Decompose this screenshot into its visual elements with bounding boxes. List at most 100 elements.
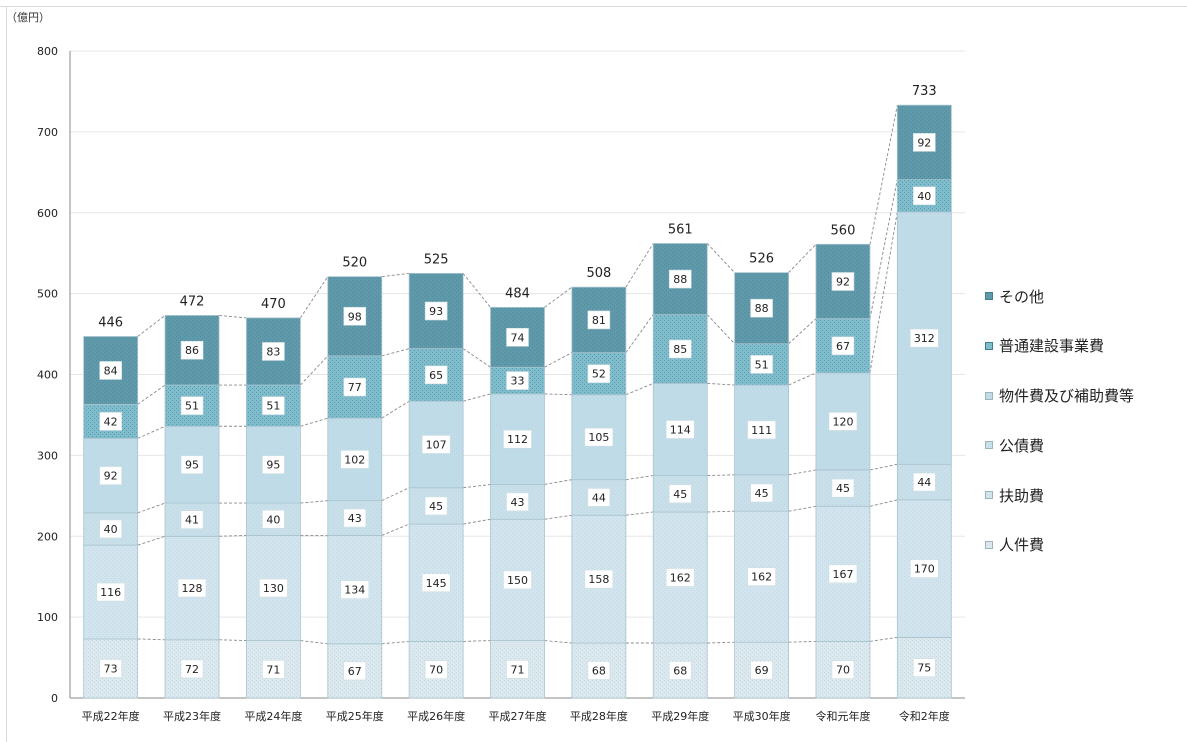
series-connector bbox=[788, 318, 817, 345]
data-label-box bbox=[343, 306, 367, 326]
data-label-box bbox=[343, 377, 367, 397]
data-label-box bbox=[262, 659, 285, 679]
total-label: 508 bbox=[586, 266, 611, 281]
data-label: 40 bbox=[266, 513, 280, 526]
series-connector bbox=[788, 243, 817, 273]
data-label: 162 bbox=[751, 571, 772, 584]
series-connector bbox=[381, 640, 410, 645]
data-label: 40 bbox=[917, 190, 931, 203]
series-connector bbox=[137, 384, 166, 405]
series-connector bbox=[300, 355, 329, 386]
x-tick-label: 平成30年度 bbox=[733, 709, 791, 723]
data-label: 93 bbox=[429, 305, 443, 318]
series-connector bbox=[381, 272, 410, 278]
data-label-box bbox=[668, 339, 692, 359]
series-connector bbox=[300, 276, 329, 319]
data-label-box bbox=[587, 310, 611, 330]
data-label-box bbox=[913, 472, 936, 492]
data-label: 88 bbox=[755, 302, 769, 315]
data-label-box bbox=[180, 455, 204, 474]
data-label-box bbox=[747, 567, 776, 586]
series-connector bbox=[137, 535, 166, 546]
legend-label: その他 bbox=[999, 287, 1045, 306]
data-label: 130 bbox=[263, 582, 284, 595]
series-connector bbox=[544, 514, 572, 520]
data-label: 134 bbox=[344, 584, 365, 597]
data-label: 70 bbox=[836, 664, 850, 677]
y-tick-label: 300 bbox=[37, 449, 58, 462]
series-connector bbox=[788, 469, 817, 476]
x-tick-label: 平成25年度 bbox=[326, 709, 384, 723]
data-label-box bbox=[503, 429, 532, 449]
data-label-box bbox=[750, 355, 773, 374]
data-label: 105 bbox=[588, 431, 609, 444]
y-tick-label: 600 bbox=[37, 207, 58, 220]
data-label-box bbox=[506, 659, 529, 679]
data-label-box bbox=[913, 133, 936, 152]
data-label: 71 bbox=[511, 663, 525, 676]
data-label-box bbox=[587, 661, 611, 680]
frame-top-border bbox=[0, 6, 1187, 7]
frame-left-border bbox=[6, 6, 7, 742]
series-connector bbox=[788, 640, 816, 643]
data-label: 92 bbox=[104, 470, 118, 483]
x-tick-label: 平成26年度 bbox=[407, 709, 465, 723]
data-label: 98 bbox=[348, 310, 362, 323]
legend-swatch bbox=[985, 292, 993, 300]
data-label: 170 bbox=[914, 563, 935, 576]
data-label-box bbox=[828, 564, 858, 584]
x-tick-label: 平成23年度 bbox=[163, 709, 221, 723]
series-connector bbox=[463, 518, 491, 525]
data-label: 167 bbox=[832, 568, 853, 581]
bar-segment bbox=[815, 505, 871, 642]
series-connector bbox=[625, 475, 654, 481]
legend-item: 人件費 bbox=[985, 533, 1185, 557]
data-label: 52 bbox=[592, 368, 606, 381]
data-label-box bbox=[587, 488, 611, 507]
legend-swatch bbox=[985, 341, 993, 350]
data-label: 74 bbox=[511, 331, 525, 344]
series-connector bbox=[300, 640, 328, 645]
series-connector bbox=[137, 425, 166, 439]
data-label: 83 bbox=[266, 345, 280, 358]
data-label-box bbox=[99, 659, 122, 678]
data-label-box bbox=[747, 420, 776, 440]
data-label: 42 bbox=[104, 415, 118, 428]
y-tick-label: 800 bbox=[37, 45, 58, 58]
data-label-box bbox=[421, 573, 451, 593]
x-tick-label: 令和元年度 bbox=[815, 709, 870, 723]
total-label: 472 bbox=[180, 294, 205, 309]
data-label: 68 bbox=[673, 665, 687, 678]
series-connector bbox=[544, 352, 573, 368]
series-connector bbox=[462, 348, 491, 368]
total-label: 484 bbox=[505, 286, 530, 301]
data-label-box bbox=[99, 412, 122, 431]
total-label: 560 bbox=[831, 223, 856, 238]
y-tick-label: 400 bbox=[37, 369, 58, 382]
y-tick-label: 0 bbox=[51, 692, 58, 705]
series-connector bbox=[869, 499, 898, 507]
data-label-box bbox=[913, 186, 936, 206]
data-label-box bbox=[424, 660, 448, 679]
data-label-box bbox=[584, 569, 614, 589]
data-label-box bbox=[506, 492, 529, 512]
data-label: 114 bbox=[670, 423, 691, 436]
data-label: 33 bbox=[511, 375, 525, 388]
legend: その他 普通建設事業費 物件費及び補助費等 公債費 扶助費 人件費 bbox=[985, 284, 1185, 583]
total-label: 470 bbox=[261, 297, 286, 312]
data-label-box bbox=[668, 484, 692, 504]
series-connector bbox=[544, 286, 573, 308]
data-label: 51 bbox=[266, 400, 280, 413]
legend-label: 普通建設事業費 bbox=[999, 337, 1105, 356]
data-label-box bbox=[99, 361, 122, 380]
data-label: 92 bbox=[836, 275, 850, 288]
series-connector bbox=[219, 639, 247, 642]
legend-item: 公債費 bbox=[985, 433, 1185, 457]
data-label-box bbox=[262, 396, 285, 415]
data-label: 85 bbox=[673, 343, 687, 356]
data-label-box bbox=[343, 508, 367, 528]
data-label-box bbox=[180, 659, 204, 679]
series-connector bbox=[463, 640, 491, 642]
series-connector bbox=[219, 534, 247, 537]
